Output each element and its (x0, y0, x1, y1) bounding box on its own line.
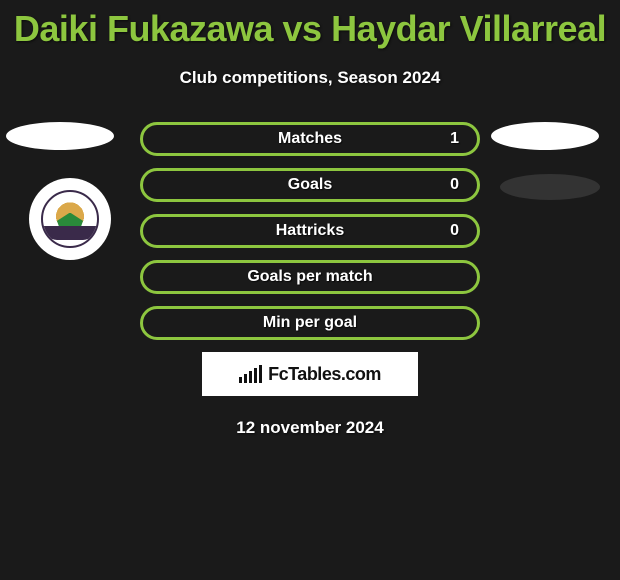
brand-bars-icon (239, 365, 262, 383)
page-title: Daiki Fukazawa vs Haydar Villarreal (0, 0, 620, 50)
subtitle: Club competitions, Season 2024 (0, 68, 620, 88)
stat-value: 1 (450, 130, 459, 148)
date-line: 12 november 2024 (0, 418, 620, 438)
stat-label: Goals per match (247, 268, 372, 286)
stat-row-goals: Goals 0 (140, 168, 480, 202)
stat-row-matches: Matches 1 (140, 122, 480, 156)
stats-area: Matches 1 Goals 0 Hattricks 0 Goals per … (0, 122, 620, 438)
stat-label: Matches (278, 130, 342, 148)
brand-box: FcTables.com (202, 352, 418, 396)
stat-row-goals-per-match: Goals per match (140, 260, 480, 294)
brand-box-inner: FcTables.com (204, 354, 416, 394)
decor-ellipse-right-1 (491, 122, 599, 150)
decor-ellipse-left (6, 122, 114, 150)
stat-row-min-per-goal: Min per goal (140, 306, 480, 340)
team-badge (29, 178, 111, 260)
stat-label: Goals (288, 176, 332, 194)
stat-label: Hattricks (276, 222, 344, 240)
stat-rows: Matches 1 Goals 0 Hattricks 0 Goals per … (140, 122, 480, 340)
stat-label: Min per goal (263, 314, 357, 332)
stat-row-hattricks: Hattricks 0 (140, 214, 480, 248)
team-badge-inner (41, 190, 99, 248)
decor-ellipse-right-2 (500, 174, 600, 200)
stat-value: 0 (450, 222, 459, 240)
stat-value: 0 (450, 176, 459, 194)
brand-text: FcTables.com (268, 364, 381, 385)
